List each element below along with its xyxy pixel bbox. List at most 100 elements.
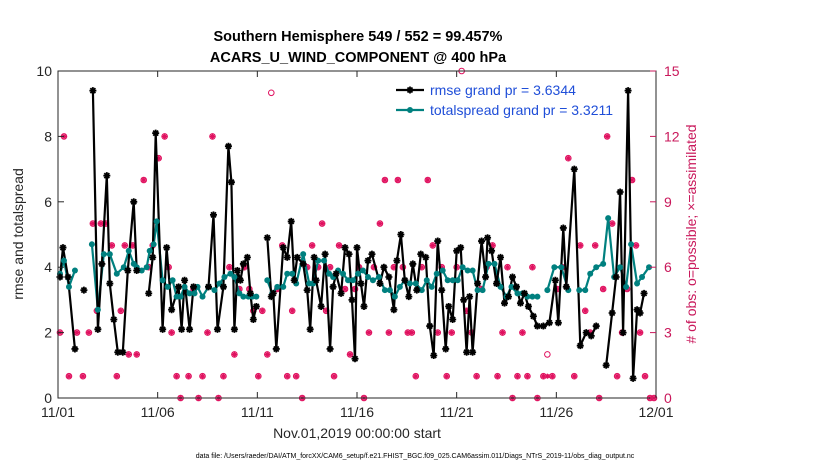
rmse-point <box>190 283 198 291</box>
totalspread-point <box>150 241 157 248</box>
totalspread-point <box>143 264 150 271</box>
obs-assimilated-point <box>439 264 445 270</box>
rmse-point <box>351 355 359 363</box>
obs-possible-point <box>504 263 511 271</box>
y-right-tick-label: 6 <box>664 259 672 275</box>
rmse-point <box>321 250 329 258</box>
obs-assimilated-point <box>633 242 639 248</box>
obs-assimilated-point <box>444 373 450 379</box>
obs-assimilated-point <box>435 330 441 336</box>
obs-assimilated-point <box>571 373 577 379</box>
obs-assimilated-point <box>126 351 132 357</box>
rmse-point <box>186 325 194 333</box>
y-left-tick-label: 6 <box>44 194 52 210</box>
obs-assimilated-point <box>185 373 192 379</box>
rmse-point <box>287 217 295 225</box>
obs-possible-point <box>376 220 384 227</box>
obs-possible-point <box>79 372 87 380</box>
rmse-point <box>624 87 632 95</box>
y-right-tick-label: 9 <box>664 194 672 210</box>
obs-possible-point <box>117 307 125 315</box>
totalspread-point <box>264 277 271 284</box>
totalspread-point <box>587 270 594 277</box>
totalspread-point <box>326 270 333 277</box>
rmse-point <box>267 293 275 301</box>
totalspread-point <box>60 257 67 264</box>
obs-assimilated-point <box>474 373 480 379</box>
obs-possible-point <box>161 133 168 140</box>
obs-assimilated-point <box>549 373 555 379</box>
rmse-point <box>463 348 471 356</box>
rmse-point <box>636 309 644 317</box>
obs-assimilated-point <box>204 330 211 336</box>
rmse-point <box>438 286 446 294</box>
totalspread-point <box>396 283 403 290</box>
rmse-point <box>385 273 393 281</box>
obs-possible-point <box>231 351 238 358</box>
obs-assimilated-point <box>391 264 397 270</box>
obs-assimilated-point <box>156 155 162 161</box>
rmse-point <box>469 348 477 356</box>
rmse-point <box>551 276 559 284</box>
obs-assimilated-point <box>98 221 104 227</box>
x-tick-label: 11/11 <box>241 404 274 420</box>
rmse-point <box>326 345 334 353</box>
rmse-point <box>263 234 271 242</box>
obs-assimilated-point <box>430 242 436 248</box>
rmse-point <box>524 302 532 310</box>
rmse-point <box>224 142 232 150</box>
rmse-point <box>145 289 153 297</box>
obs-assimilated-point <box>331 373 337 379</box>
rmse-point <box>545 319 553 327</box>
totalspread-point <box>153 218 160 225</box>
obs-possible-point <box>385 329 393 336</box>
rmse-point <box>576 342 584 350</box>
rmse-point <box>582 329 590 337</box>
totalspread-point <box>354 270 361 277</box>
rmse-point <box>299 260 307 268</box>
totalspread-point <box>544 287 551 294</box>
x-axis: 11/01 11/06 11/11 11/16 11/21 11/26 12/01 <box>41 71 674 420</box>
rmse-point <box>508 273 516 281</box>
rmse-point <box>94 325 102 333</box>
obs-assimilated-point <box>529 264 536 270</box>
obs-assimilated-point <box>425 177 431 183</box>
totalspread-point <box>514 290 521 297</box>
obs-possible-point <box>346 351 354 358</box>
y-axis-right: 0 3 6 9 12 15 <box>650 63 680 406</box>
obs-possible-point <box>220 372 227 380</box>
x-tick-label: 11/01 <box>41 404 75 420</box>
rmse-point <box>504 293 512 301</box>
obs-possible-point <box>199 372 206 380</box>
obs-assimilated-point <box>162 133 168 139</box>
y-left-tick-label: 4 <box>44 259 52 275</box>
obs-assimilated-point <box>352 286 358 292</box>
obs-possible-point <box>636 329 644 336</box>
rmse-point <box>501 299 509 307</box>
obs-assimilated-point <box>386 330 392 336</box>
obs-assimilated-point <box>241 264 247 270</box>
obs-assimilated-point <box>169 330 175 336</box>
totalspread-point <box>639 274 646 281</box>
y-right-tick-label: 0 <box>664 390 672 406</box>
x-tick-label: 11/06 <box>141 404 175 420</box>
obs-possible-point <box>599 285 607 293</box>
totalspread-point <box>113 270 120 277</box>
obs-possible-point <box>499 329 506 336</box>
rmse-point <box>175 283 183 291</box>
rmse-point <box>290 276 298 284</box>
obs-possible-point <box>65 372 73 380</box>
obs-assimilated-point <box>220 373 227 379</box>
totalspread-point <box>593 264 600 271</box>
obs-assimilated-point <box>371 264 377 270</box>
obs-possible-point <box>121 242 129 249</box>
obs-assimilated-point <box>323 308 329 314</box>
obs-possible-point <box>288 307 296 315</box>
obs-assimilated-point <box>554 286 560 292</box>
totalspread-point <box>391 293 398 300</box>
totalspread-point <box>284 270 291 277</box>
totalspread-point <box>289 270 296 277</box>
y-right-tick-label: 15 <box>664 63 680 79</box>
totalspread-point <box>369 277 376 284</box>
totalspread-point <box>529 293 536 300</box>
